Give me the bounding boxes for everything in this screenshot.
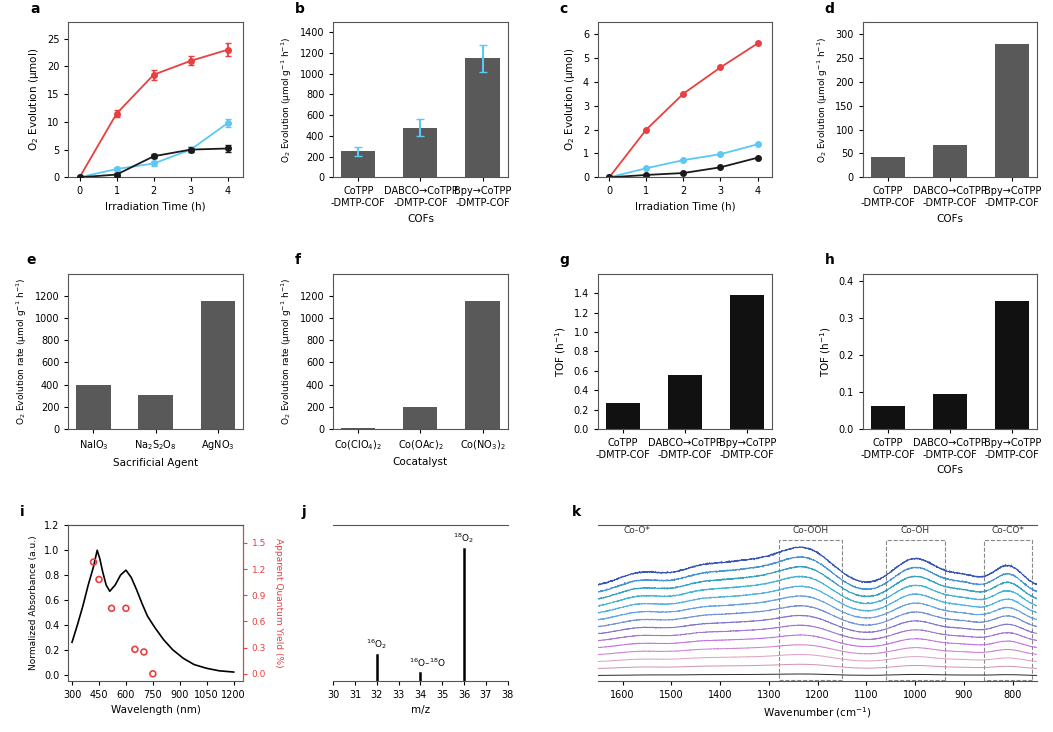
Y-axis label: O$_2$ Evolution rate (μmol g$^{-1}$ h$^{-1}$): O$_2$ Evolution rate (μmol g$^{-1}$ h$^{… [280,277,294,425]
Text: Co-CO*: Co-CO* [992,526,1025,535]
Text: f: f [295,253,301,267]
Bar [871,157,905,177]
Y-axis label: Normalized Absorbance (a.u.): Normalized Absorbance (a.u.) [29,536,39,671]
Bar [341,152,375,177]
Point [136,646,153,658]
X-axis label: COFs: COFs [936,466,963,475]
X-axis label: Cocatalyst: Cocatalyst [393,458,448,467]
X-axis label: Wavenumber (cm$^{-1}$): Wavenumber (cm$^{-1}$) [763,706,872,720]
Text: $^{16}$O$_2$: $^{16}$O$_2$ [366,637,388,651]
X-axis label: m/z: m/z [411,706,430,715]
Text: e: e [26,253,36,267]
Text: k: k [572,505,581,519]
X-axis label: COFs: COFs [936,214,963,223]
Bar [669,375,702,429]
Text: $^{18}$O$_2$: $^{18}$O$_2$ [454,531,475,545]
Text: b: b [295,1,304,15]
Y-axis label: TOF (h$^{-1}$): TOF (h$^{-1}$) [818,326,833,377]
Bar [403,127,437,177]
Text: Co-O*: Co-O* [623,526,651,535]
X-axis label: Irradiation Time (h): Irradiation Time (h) [635,202,736,212]
Text: c: c [560,1,568,15]
Y-axis label: O$_2$ Evolution (μmol): O$_2$ Evolution (μmol) [27,48,41,152]
Bar [139,395,173,429]
Bar [465,59,499,177]
X-axis label: COFs: COFs [406,214,434,223]
Point [144,668,161,679]
Point [91,574,107,586]
Bar [871,406,905,429]
Bar [403,408,437,429]
X-axis label: Wavelength (nm): Wavelength (nm) [111,706,200,715]
Bar [933,394,967,429]
Bar [201,302,235,429]
Y-axis label: O$_2$ Evolution (μmol): O$_2$ Evolution (μmol) [563,48,577,152]
Text: Co-OOH: Co-OOH [792,526,829,535]
Y-axis label: O$_2$ Evolution (μmol g$^{-1}$ h$^{-1}$): O$_2$ Evolution (μmol g$^{-1}$ h$^{-1}$) [280,37,294,163]
Bar [731,295,764,429]
Bar [995,45,1029,177]
Bar [933,145,967,177]
Point [126,643,143,655]
X-axis label: Irradiation Time (h): Irradiation Time (h) [105,202,206,212]
Text: j: j [302,505,306,519]
Text: a: a [31,1,40,15]
Text: g: g [560,253,570,267]
Y-axis label: O$_2$ Evolution (μmol g$^{-1}$ h$^{-1}$): O$_2$ Evolution (μmol g$^{-1}$ h$^{-1}$) [815,37,830,163]
Bar [77,385,111,429]
Bar [465,302,499,429]
Point [103,602,120,614]
Text: h: h [824,253,835,267]
Bar [995,302,1029,429]
Point [85,556,102,568]
Point [118,602,135,614]
Bar [607,403,640,429]
Y-axis label: Apparent Quantum Yield (%): Apparent Quantum Yield (%) [274,538,283,668]
Y-axis label: TOF (h$^{-1}$): TOF (h$^{-1}$) [554,326,569,377]
Text: Co-OH: Co-OH [900,526,930,535]
Text: i: i [20,505,24,519]
Text: $^{16}$O–$^{18}$O: $^{16}$O–$^{18}$O [409,657,445,669]
Y-axis label: O$_2$ Evolution rate (μmol g$^{-1}$ h$^{-1}$): O$_2$ Evolution rate (μmol g$^{-1}$ h$^{… [15,277,29,425]
Text: d: d [824,1,835,15]
X-axis label: Sacrificial Agent: Sacrificial Agent [113,458,198,468]
